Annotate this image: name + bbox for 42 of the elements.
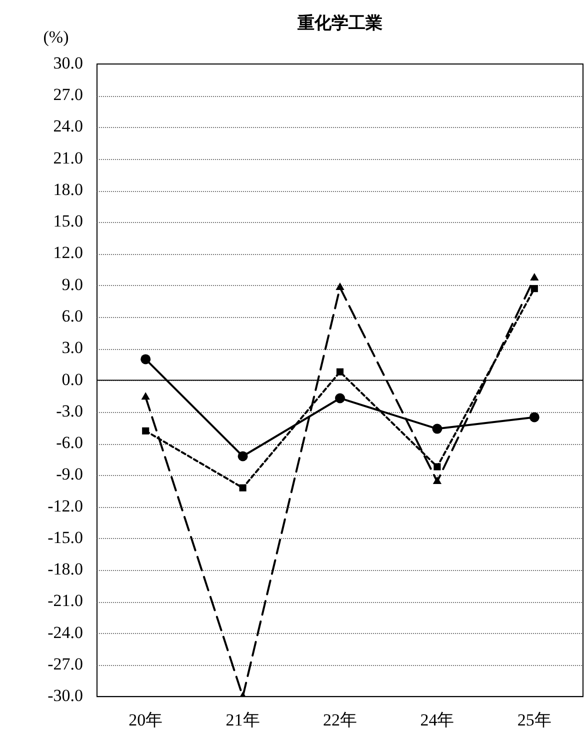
- chart-title: 重化学工業: [296, 13, 382, 34]
- x-tick-label: 21年: [226, 710, 260, 730]
- y-tick-label: -15.0: [48, 528, 83, 547]
- point: [432, 424, 442, 434]
- y-tick-label: -9.0: [56, 464, 83, 484]
- x-tick-label: 24年: [420, 710, 454, 730]
- y-tick-label: -6.0: [56, 433, 83, 452]
- x-tick-label: 20年: [128, 710, 163, 730]
- y-tick-label: -30.0: [48, 686, 83, 706]
- y-tick-label: 18.0: [53, 180, 83, 199]
- y-tick-label: 30.0: [53, 53, 83, 72]
- y-tick-label: 0.0: [62, 370, 83, 389]
- point: [141, 392, 150, 400]
- y-axis-title: (%): [43, 27, 69, 46]
- point: [530, 273, 539, 281]
- point: [238, 451, 248, 462]
- y-tick-label: 12.0: [53, 243, 83, 262]
- x-tick-label: 25年: [517, 710, 552, 730]
- y-tick-label: -18.0: [48, 560, 83, 579]
- y-tick-label: 21.0: [53, 148, 83, 168]
- y-tick-label: 24.0: [53, 116, 83, 136]
- point: [335, 393, 345, 404]
- y-tick-label: -3.0: [56, 401, 83, 420]
- y-tick-label: 27.0: [53, 85, 83, 104]
- y-tick-label: -21.0: [48, 591, 83, 610]
- y-tick-label: -24.0: [48, 622, 83, 642]
- y-tick-label: 15.0: [53, 212, 83, 231]
- point: [434, 463, 441, 470]
- point: [140, 354, 151, 364]
- point: [239, 484, 246, 492]
- point: [336, 282, 344, 290]
- y-tick-label: 3.0: [62, 338, 83, 358]
- point: [142, 427, 150, 434]
- y-tick-label: 6.0: [62, 306, 83, 326]
- point: [432, 476, 442, 484]
- point: [529, 412, 540, 422]
- y-tick-label: -27.0: [48, 654, 83, 674]
- x-tick-label: 22年: [323, 710, 357, 730]
- point: [530, 285, 538, 292]
- y-tick-label: 9.0: [62, 274, 83, 294]
- point: [336, 368, 344, 376]
- y-tick-label: -12.0: [48, 496, 83, 516]
